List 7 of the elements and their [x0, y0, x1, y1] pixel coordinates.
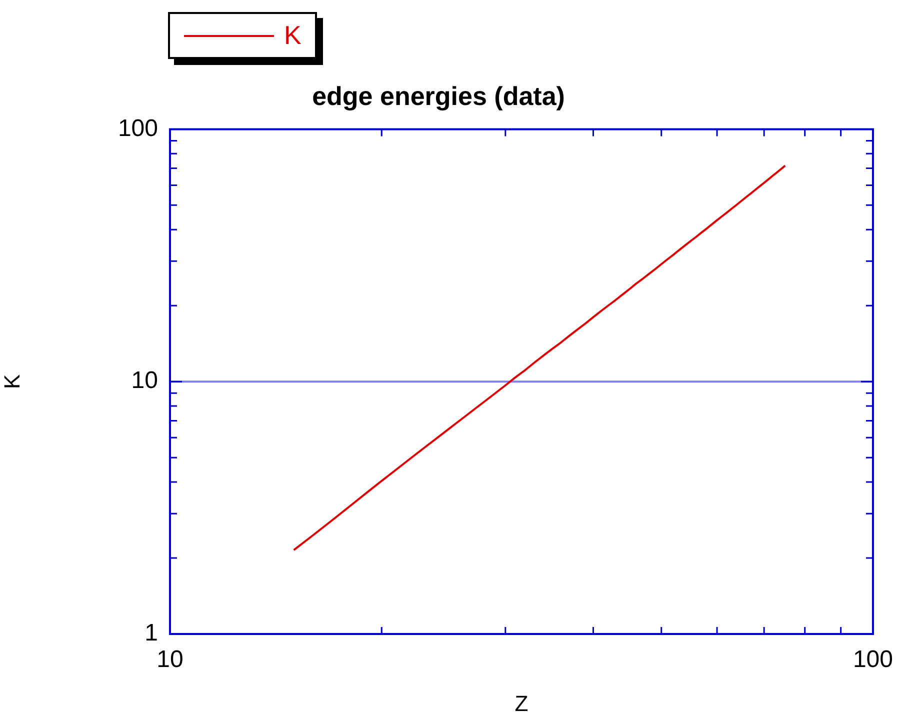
- y-tick-label: 100: [118, 114, 158, 142]
- x-axis-title: Z: [514, 690, 528, 716]
- legend-label: K: [284, 20, 302, 51]
- y-axis-title: K: [0, 374, 24, 389]
- y-tick-label: 10: [131, 367, 158, 394]
- chart-title: edge energies (data): [312, 80, 565, 111]
- y-tick-label: 1: [144, 620, 158, 647]
